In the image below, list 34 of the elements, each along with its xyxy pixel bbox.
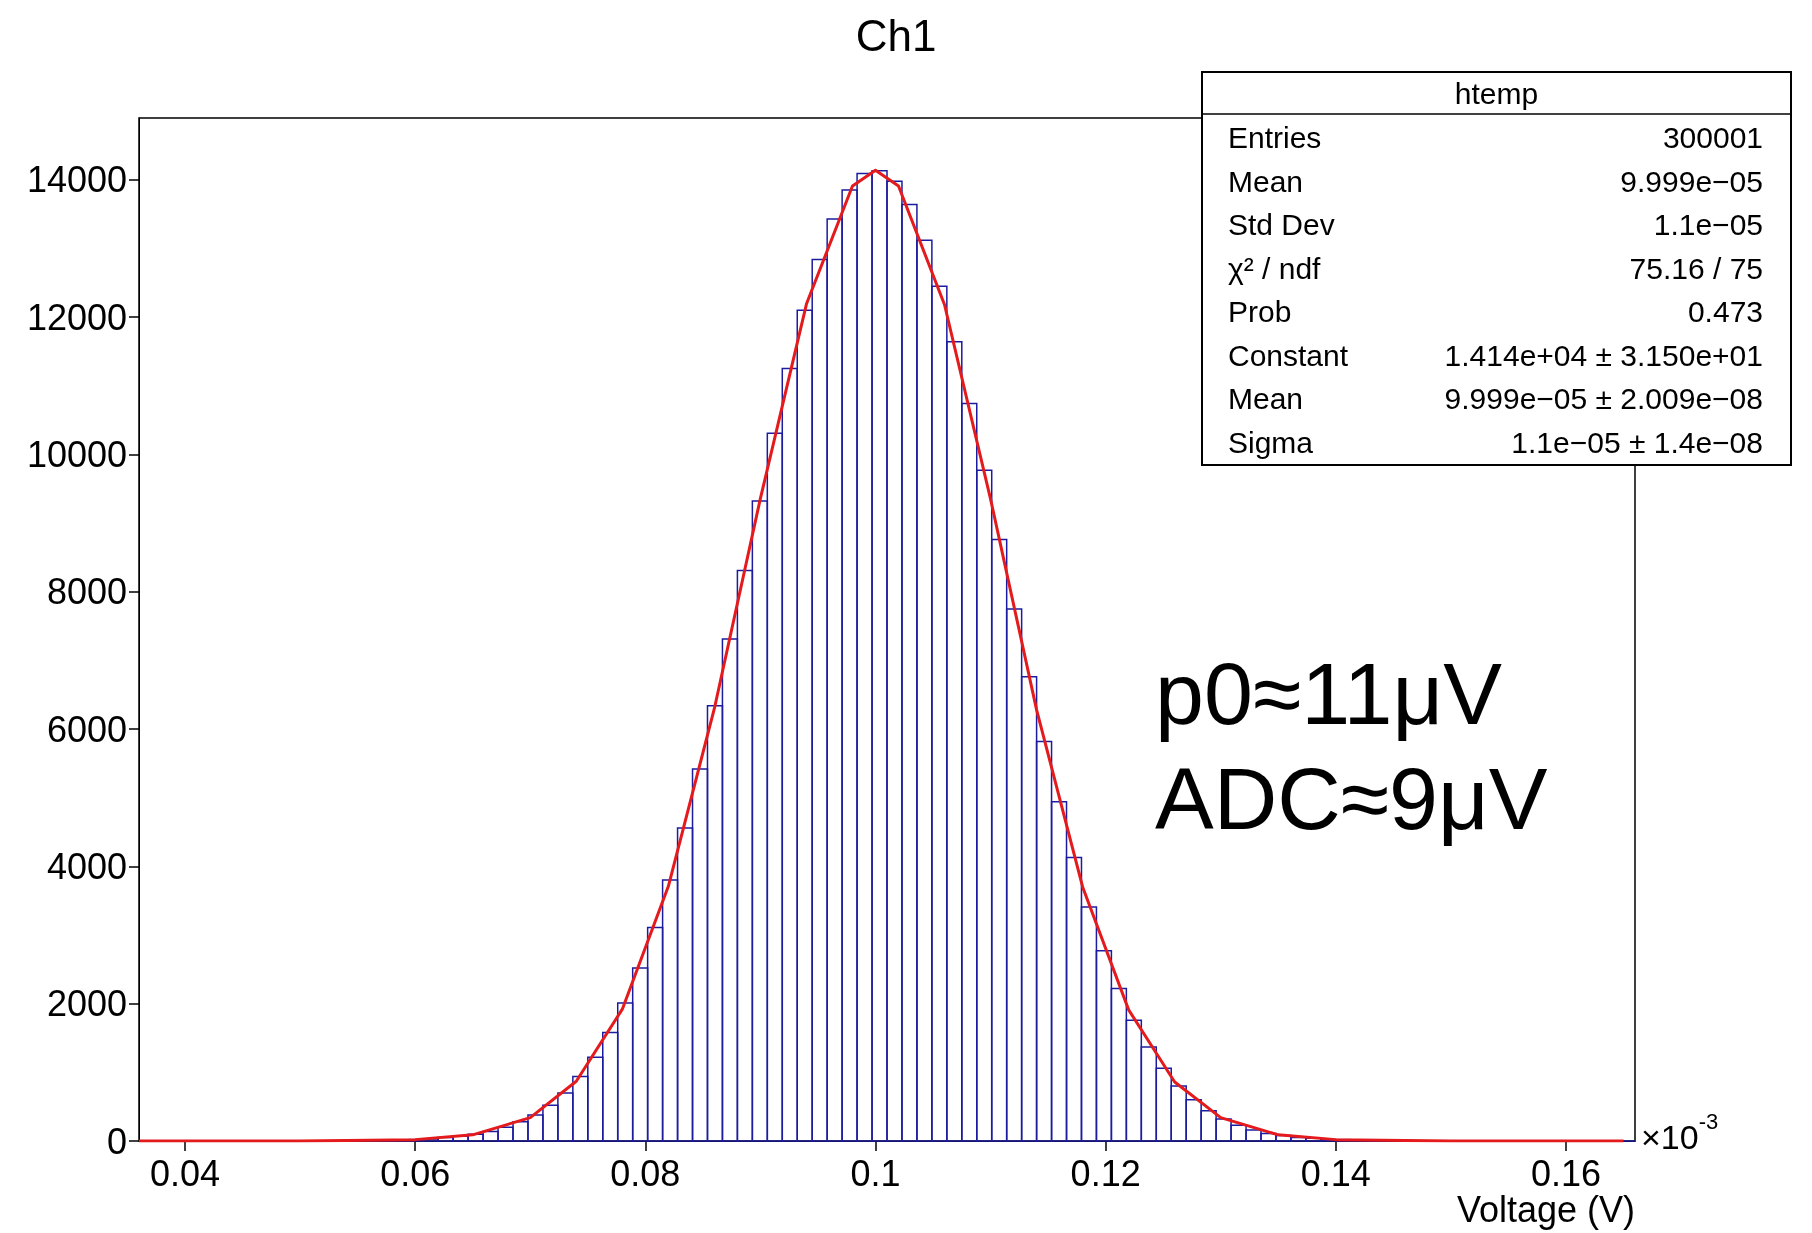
x-tick-label: 0.04	[149, 1152, 221, 1194]
x-tick-label: 0.1	[850, 1152, 901, 1194]
annotation: p0≈11μV	[1155, 643, 1503, 743]
x-tick-label: 0.12	[1070, 1152, 1141, 1194]
chart-title: Ch1	[855, 10, 937, 60]
text: 300001	[1662, 121, 1763, 155]
y-tick-label: 14000	[26, 159, 127, 201]
annotation: Mean	[1228, 382, 1304, 416]
y-tick-label: 10000	[26, 433, 127, 475]
text: htemp	[1454, 76, 1539, 110]
annotation: Entries	[1228, 121, 1322, 155]
annotation: Constant	[1228, 338, 1349, 372]
y-tick-label: 0	[106, 1120, 127, 1162]
y-tick-label: 6000	[46, 708, 127, 750]
annotation: χ² / ndf	[1228, 251, 1322, 285]
annotation: 1.1e−05 ± 1.4e−08	[1511, 425, 1763, 459]
annotation: Mean	[1228, 164, 1304, 198]
text: 0.473	[1687, 295, 1763, 329]
text: 1.1e−05	[1653, 208, 1763, 242]
annotation: 9.999e−05	[1620, 164, 1763, 198]
y-tick-label: 8000	[46, 571, 127, 613]
x-tick-label: 0.06	[380, 1152, 451, 1194]
x-tick-label: 0.08	[610, 1152, 681, 1194]
annotation: Std Dev	[1228, 208, 1335, 242]
y-tick-label: 2000	[46, 983, 127, 1025]
annotation: Sigma	[1228, 425, 1314, 459]
y-tick-label: 4000	[46, 845, 127, 887]
y-tick-label: 12000	[26, 296, 127, 338]
x-tick-label: 0.14	[1300, 1152, 1371, 1194]
annotation: 9.999e−05 ± 2.009e−08	[1444, 382, 1763, 416]
annotation: Prob	[1228, 295, 1292, 329]
annotation: ADC≈9μV	[1155, 748, 1548, 848]
annotation: 75.16 / 75	[1629, 251, 1763, 285]
annotation: 1.414e+04 ± 3.150e+01	[1444, 338, 1763, 372]
